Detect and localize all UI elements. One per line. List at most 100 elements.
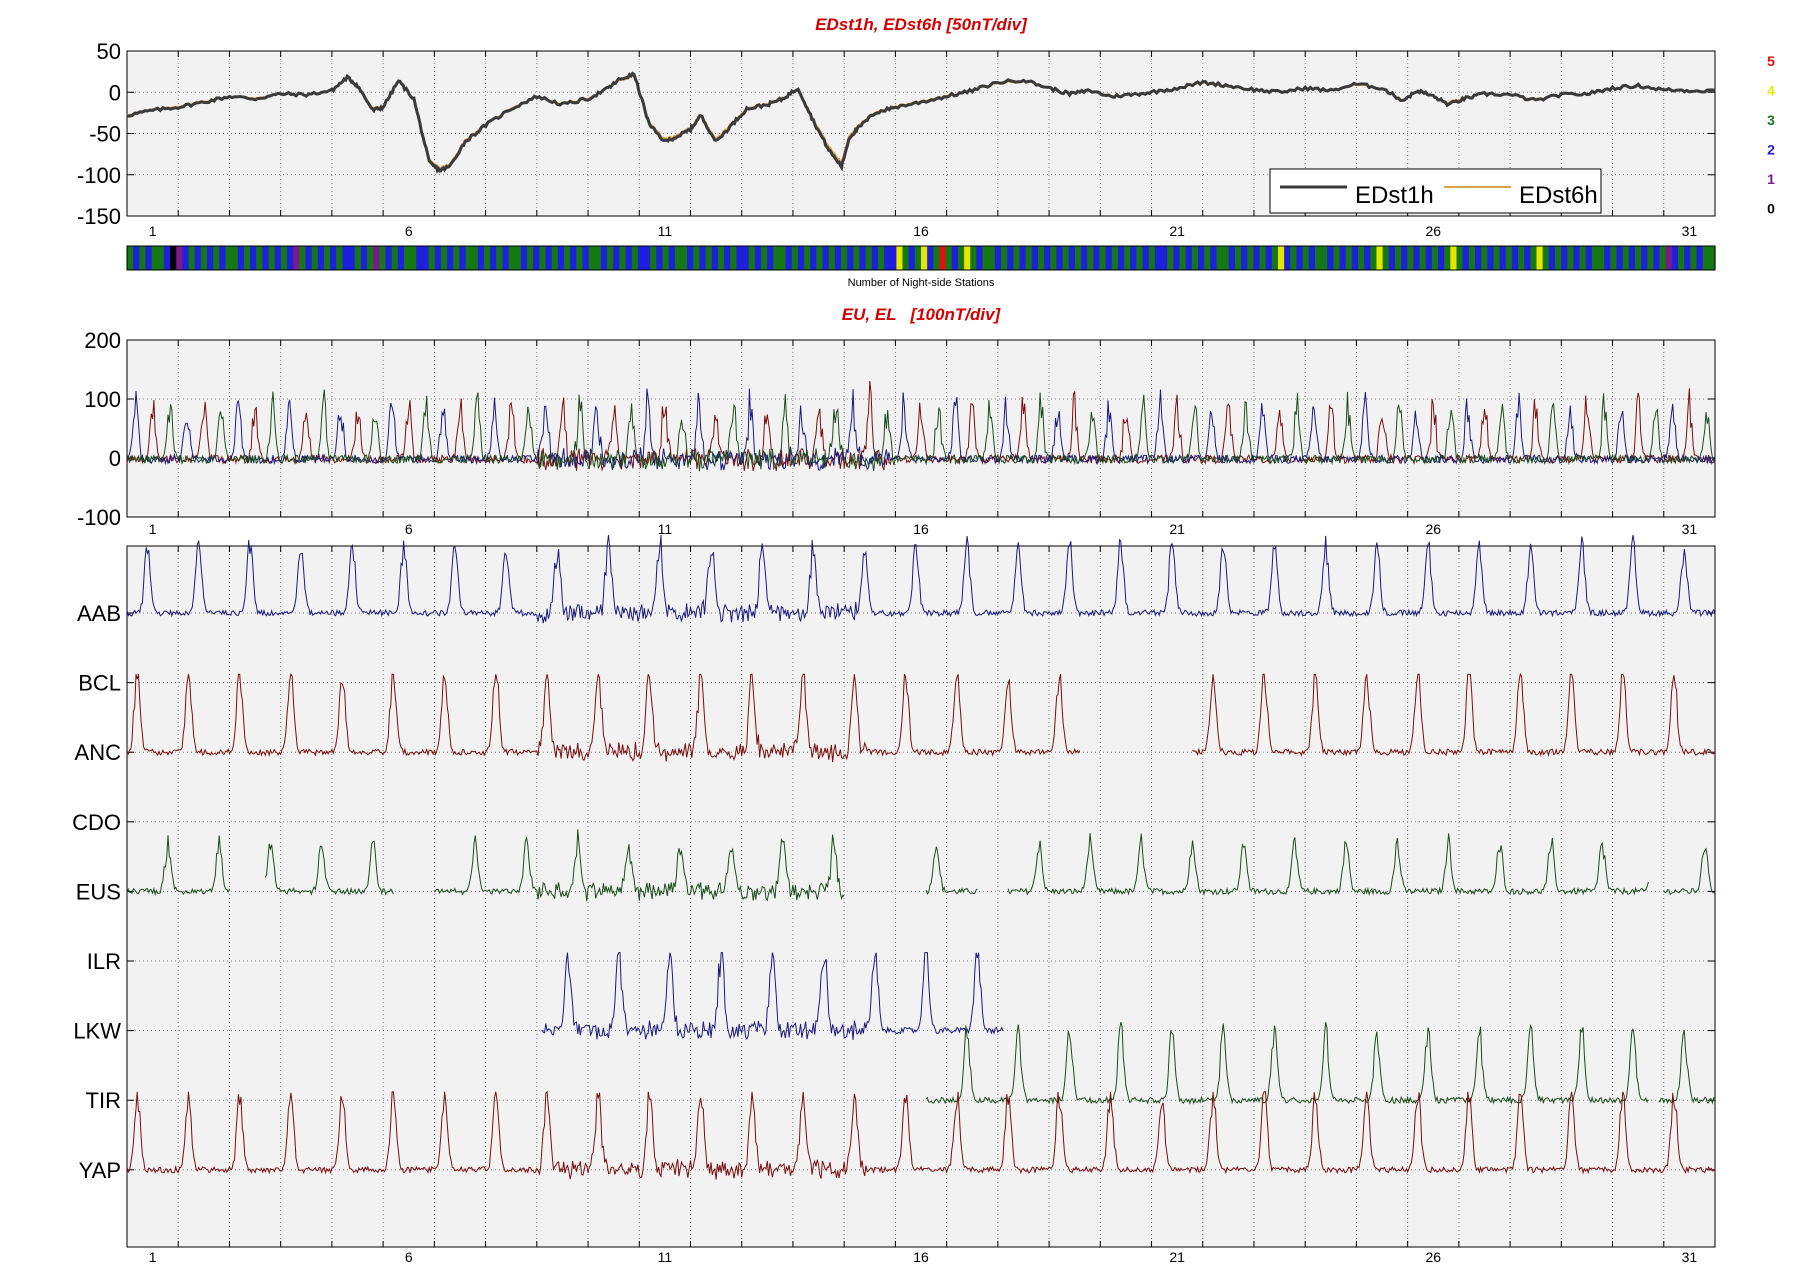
strip-bin — [1259, 246, 1267, 270]
strip-bin — [1684, 246, 1691, 270]
strip-bin — [1364, 246, 1371, 270]
strip-bin — [127, 246, 134, 270]
strip-bin — [471, 246, 479, 270]
strip-bin — [176, 246, 183, 270]
strip-bin — [354, 246, 362, 270]
stations-x-axis: 1 6 11 16 21 26 31 — [126, 546, 1716, 1265]
strip-bin — [1062, 246, 1070, 270]
strip-bin — [1161, 246, 1168, 270]
strip-bin — [490, 246, 497, 270]
strip-bin — [631, 246, 639, 270]
y-tick-label: 50 — [97, 39, 121, 64]
station-label: TIR — [86, 1088, 121, 1113]
strip-bin — [859, 246, 867, 270]
strip-bin — [613, 246, 621, 270]
strip-bin — [705, 246, 713, 270]
y-tick-label: 0 — [109, 446, 121, 471]
station-series-tir — [925, 1022, 1649, 1105]
station-label: BCL — [78, 671, 121, 696]
strip-bin — [964, 246, 971, 270]
strip-bin — [262, 246, 270, 270]
strip-bin — [447, 246, 454, 270]
y-tick-label: 0 — [109, 80, 121, 105]
strip-bin — [797, 246, 805, 270]
x-tick-label: 1 — [149, 223, 157, 239]
strip-bin — [1438, 246, 1445, 270]
strip-bin — [157, 246, 165, 270]
strip-bin — [1087, 246, 1094, 270]
strip-bin — [1345, 246, 1353, 270]
strip-bin — [1124, 246, 1131, 270]
strip-bin — [1173, 246, 1181, 270]
x-tick-label: 11 — [658, 223, 673, 239]
station-label: ILR — [87, 949, 121, 974]
strip-bin — [1665, 246, 1673, 270]
strip-bin — [219, 246, 227, 270]
strip-bin — [539, 246, 547, 270]
strip-bin — [896, 246, 904, 270]
strip-bin — [1228, 246, 1236, 270]
strip-bin — [1696, 246, 1704, 270]
strip-bin — [1610, 246, 1618, 270]
strip-bin — [151, 246, 159, 270]
strip-bin — [828, 246, 836, 270]
strip-bin — [1493, 246, 1501, 270]
strip-bin — [256, 246, 264, 270]
strip-bin — [367, 246, 374, 270]
strip-bin — [1407, 246, 1415, 270]
strip-bin — [1388, 246, 1396, 270]
strip-bin — [865, 246, 873, 270]
strip-bin — [933, 246, 941, 270]
strip-bin — [1037, 246, 1045, 270]
count-scale-label: 2 — [1767, 142, 1775, 158]
strip-bin — [619, 246, 627, 270]
strip-bin — [785, 246, 793, 270]
strip-bin — [1481, 246, 1488, 270]
strip-bin — [1659, 246, 1667, 270]
strip-bin — [767, 246, 774, 270]
strip-bin — [644, 246, 651, 270]
strip-bin — [570, 246, 577, 270]
strip-bin — [1419, 246, 1427, 270]
strip-bin — [662, 246, 670, 270]
strip-bin — [1468, 246, 1476, 270]
strip-bin — [625, 246, 633, 270]
strip-bin — [1702, 246, 1710, 270]
strip-bin — [1505, 246, 1513, 270]
strip-bin — [847, 246, 854, 270]
strip-bin — [477, 246, 485, 270]
strip-bin — [1142, 246, 1150, 270]
strip-bin — [951, 246, 959, 270]
strip-bin — [927, 246, 934, 270]
y-tick-label: -100 — [77, 505, 121, 530]
strip-bin — [742, 246, 750, 270]
strip-bin — [1536, 246, 1544, 270]
strip-bin — [1327, 246, 1334, 270]
strip-bin — [945, 246, 953, 270]
strip-bin — [668, 246, 676, 270]
station-series-eus — [433, 829, 845, 902]
strip-bin — [1622, 246, 1630, 270]
strip-frame — [126, 245, 1716, 271]
strip-bin — [163, 246, 171, 270]
stations-series-lines — [126, 534, 1716, 1180]
strip-bin — [496, 246, 504, 270]
strip-bin — [342, 246, 350, 270]
strip-bin — [1093, 246, 1101, 270]
strip-bin — [533, 246, 540, 270]
strip-bin — [360, 246, 368, 270]
eu-el-plot-area — [126, 339, 1716, 518]
strip-bin — [1222, 246, 1230, 270]
count-scale-label: 4 — [1767, 83, 1775, 99]
x-tick-label: 21 — [1169, 521, 1185, 537]
x-tick-label: 26 — [1425, 1249, 1441, 1265]
strip-bin — [416, 246, 424, 270]
strip-bin — [1474, 246, 1482, 270]
count-scale-label: 3 — [1767, 112, 1775, 128]
strip-bin — [557, 246, 565, 270]
strip-bin — [1585, 246, 1593, 270]
strip-bin — [1653, 246, 1661, 270]
strip-bin — [133, 246, 140, 270]
station-series-anc — [126, 672, 1081, 763]
x-tick-label: 6 — [405, 521, 413, 537]
